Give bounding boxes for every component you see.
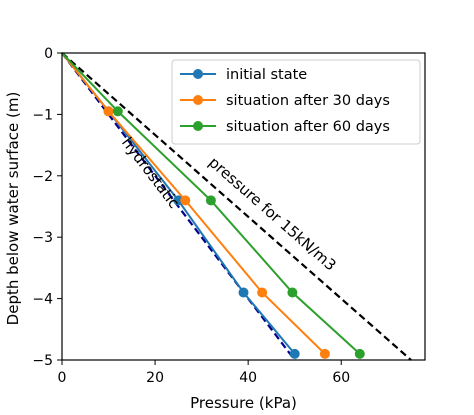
y-tick-label-1: −1 bbox=[32, 107, 53, 123]
series-0-point-4 bbox=[289, 348, 300, 359]
y-tick-label-3: −3 bbox=[32, 230, 53, 246]
x-tick-label-2: 40 bbox=[239, 370, 257, 386]
series-2-point-3 bbox=[287, 287, 298, 298]
plot-layer bbox=[61, 52, 412, 361]
series-1-point-4 bbox=[319, 348, 330, 359]
plot-frame bbox=[61, 52, 426, 361]
series-0-point-3 bbox=[238, 287, 249, 298]
series-1-point-2 bbox=[180, 195, 191, 206]
legend-label-2: situation after 60 days bbox=[226, 119, 390, 135]
legend-marker-1 bbox=[193, 95, 203, 105]
legend-label-0: initial state bbox=[226, 67, 307, 83]
y-tick-label-2: −2 bbox=[32, 169, 53, 185]
legend-box bbox=[171, 59, 421, 145]
series-0-point-2 bbox=[173, 195, 184, 206]
series-2-point-1 bbox=[112, 106, 123, 117]
legend: initial state situation after 30 days situ… bbox=[171, 59, 421, 145]
legend-label-1: situation after 30 days bbox=[226, 93, 390, 109]
reference-line-1 bbox=[61, 52, 412, 361]
series-1-point-3 bbox=[257, 287, 268, 298]
legend-marker-2 bbox=[193, 121, 203, 131]
x-axis-label: Pressure (kPa) bbox=[190, 394, 297, 412]
series-1-point-1 bbox=[103, 106, 114, 117]
x-tick-label-1: 20 bbox=[146, 370, 164, 386]
series-2-point-4 bbox=[354, 348, 365, 359]
x-tick-label-3: 60 bbox=[332, 370, 350, 386]
y-tick-label-4: −4 bbox=[32, 292, 53, 308]
axes-layer: 0 20 40 60 0 −1 −2 −3 −4 −5 Pressure (kPa) Depth be… bbox=[4, 46, 426, 412]
x-tick-label-0: 0 bbox=[58, 370, 67, 386]
legend-marker-0 bbox=[193, 69, 203, 79]
y-axis-label: Depth below water surface (m) bbox=[4, 92, 22, 326]
y-tick-label-5: −5 bbox=[32, 353, 53, 369]
y-tick-label-0: 0 bbox=[44, 46, 53, 62]
series-2-point-2 bbox=[205, 195, 216, 206]
